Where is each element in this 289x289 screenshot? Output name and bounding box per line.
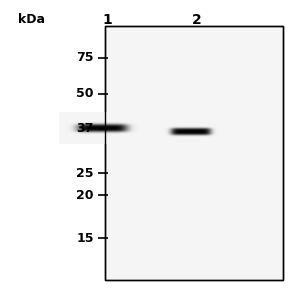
Text: 15: 15 (76, 232, 94, 245)
Text: 37: 37 (77, 122, 94, 135)
Bar (105, 26, 283, 280)
Text: 1: 1 (102, 13, 112, 27)
Text: kDa: kDa (18, 13, 45, 26)
Text: 50: 50 (76, 88, 94, 100)
Text: 75: 75 (76, 51, 94, 64)
Text: 20: 20 (76, 189, 94, 201)
Text: 25: 25 (76, 167, 94, 180)
Bar (105, 26, 283, 280)
Text: 2: 2 (192, 13, 201, 27)
